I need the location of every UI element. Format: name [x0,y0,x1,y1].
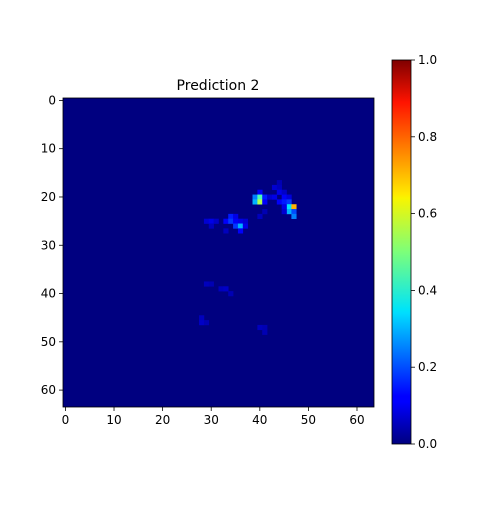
x-tick-label: 50 [301,413,316,427]
heatmap-plot-area [62,97,375,408]
heatmap-cell [199,320,205,326]
heatmap-cell [271,194,278,200]
heatmap-cell [228,291,234,297]
heatmap-cell [257,194,263,200]
colorbar-ticks: 0.0 0.2 0.4 0.6 0.8 1.0 [411,53,437,451]
y-tick-label: 40 [41,287,56,301]
heatmap-cell [218,286,224,292]
heatmap-cell [291,209,297,215]
colorbar-tick-label: 0.4 [418,283,437,297]
heatmap-cell [286,204,292,210]
heatmap-cell [286,209,292,215]
heatmap-cell [276,180,282,186]
heatmap-cell [281,209,287,215]
heatmap-cell [257,199,263,205]
heatmap-cell [262,199,268,205]
heatmap-cell [233,218,239,224]
heatmap-cell [262,209,268,215]
heatmap-cell [267,194,273,200]
heatmap-cell [271,184,278,191]
y-tick-label: 60 [41,383,56,397]
heatmap-cell [203,218,210,224]
heatmap-cell [281,189,287,195]
colorbar-tick-label: 0.8 [418,130,437,144]
colorbar-tick-label: 1.0 [418,53,437,67]
heatmap-background [63,98,374,407]
heatmap-cell [276,189,282,195]
heatmap-cell [262,329,268,335]
x-tick-label: 40 [252,413,267,427]
heatmap-cell [208,218,214,224]
heatmap-cell [208,223,214,229]
heatmap-cell [262,194,268,200]
heatmap-cell [291,213,297,220]
heatmap-cell [213,218,219,224]
heatmap-cell [223,228,229,234]
heatmap-cell [237,228,244,234]
heatmap-cell [223,286,229,292]
heatmap-cell [237,218,244,224]
y-tick-label: 0 [48,93,56,107]
heatmap-cell [252,194,258,200]
heatmap-cell [257,324,263,331]
heatmap-cell [276,199,282,205]
x-tick-label: 0 [62,413,70,427]
colorbar-gradient [391,59,412,445]
heatmap-cell [262,324,268,331]
heatmap-cell [291,204,297,210]
colorbar-tick-label: 0.0 [418,437,437,451]
heatmap-cell [233,213,239,220]
heatmap-cell [281,199,287,205]
heatmap-cell [281,204,287,210]
heatmap-cell [203,281,210,287]
y-tick-label: 10 [41,142,56,156]
colorbar: 0.0 0.2 0.4 0.6 0.8 1.0 [391,53,437,451]
heatmap-cell [228,218,234,224]
heatmap-cell [223,218,229,224]
heatmap-cell [257,189,263,195]
colorbar-tick-label: 0.2 [418,360,437,374]
heatmap-cell [242,218,248,224]
heatmap-cell [228,213,234,220]
y-tick-label: 50 [41,335,56,349]
heatmap-cell [257,213,263,220]
heatmap-cell [276,184,282,191]
x-tick-label: 60 [349,413,364,427]
colorbar-tick-label: 0.6 [418,207,437,221]
heatmap-cell [286,194,292,200]
heatmap-cell [252,199,258,205]
heatmap-cell [199,315,205,321]
heatmap-cell [203,320,210,326]
heatmap-cell [281,194,287,200]
heatmap-cell [237,223,244,229]
y-axis: 0 10 20 30 40 50 60 [41,93,63,397]
heatmap-cell [208,281,214,287]
x-tick-label: 30 [204,413,219,427]
y-tick-label: 30 [41,238,56,252]
plot-frame [62,97,375,408]
x-axis: 0 10 20 30 40 50 60 [62,407,365,427]
heatmap-cell [242,223,248,229]
heatmap-cell [233,223,239,229]
chart-title: Prediction 2 [177,78,260,94]
heatmap-cell [286,199,292,205]
y-tick-label: 20 [41,190,56,204]
x-tick-label: 20 [155,413,170,427]
x-tick-label: 10 [106,413,121,427]
